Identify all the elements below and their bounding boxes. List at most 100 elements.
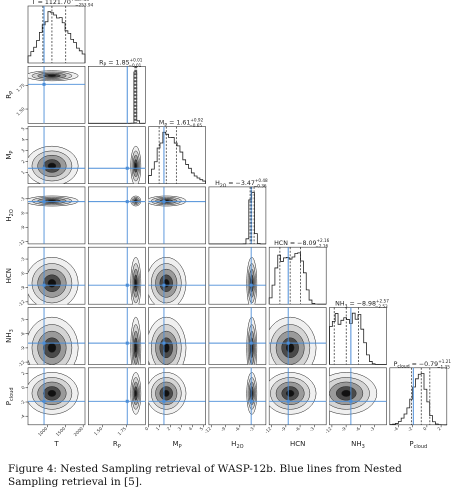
panel-hist-Pcloud [389,367,448,426]
contour-level-5 [47,389,57,397]
y-tick-label: -6 [19,270,26,277]
contour-level-5 [134,162,137,170]
x-axis-label-H2O: H2O [231,440,243,450]
truth-point [249,283,253,287]
x-axis-label-Pcloud: Pcloud [409,440,427,450]
panel-2d-Rp-HCN [88,246,146,305]
y-tick-label: -9 [19,345,26,352]
x-axis-label-Mp: MP [173,440,182,450]
contour-stack [246,372,258,415]
panel-2d-HCN-NH3 [268,307,327,365]
x-tick-label: 1500 [55,426,67,438]
x-tick-label: 1000 [37,426,49,438]
panel-frame [208,307,267,365]
y-tick-label: -9 [19,285,26,292]
contour-level-5 [162,389,170,397]
y-tick-label: -12 [17,299,26,308]
hist-title-Mp: MP = 1.61+0.92 −0.65 [159,118,204,129]
panel-hist-HCN [268,246,327,305]
contour-level-5 [285,389,295,397]
x-tick-label: 1 [155,426,161,432]
y-tick-label: -3 [19,316,26,323]
truth-point [125,166,129,170]
contour-level-5 [47,162,57,170]
truth-point [162,283,166,287]
x-tick-label: 2000 [73,426,85,438]
y-tick-label: 3 [20,148,26,154]
panel-hist-Mp [148,126,206,184]
contour-stack [148,195,187,207]
x-tick-label: -12 [264,426,273,435]
y-tick-label: -3 [19,196,26,203]
x-tick-label: -4 [392,426,399,433]
truth-point [125,341,129,345]
panel-hist-H2O [208,186,267,245]
histogram-H2O [208,192,266,245]
corner-plot: T = 1121.70+387.33−253.94 RP = 1.85+0.01−… [5,0,452,450]
hist-title-Pcloud: Pcloud = −0.79+1.21 −1.35 [394,359,452,370]
y-tick-label: 0 [20,385,26,391]
panel-2d-Mp-NH3 [148,307,206,365]
x-axis-label-T: T [53,440,59,448]
truth-point [125,283,129,287]
truth-point [162,200,166,204]
truth-point [42,166,46,170]
panel-2d-H2O-Pcloud [208,367,267,426]
y-tick-label: -12 [17,239,26,248]
panel-2d-T-Mp [27,126,86,184]
truth-point [42,341,46,345]
x-axis-label-Rp: RP [113,440,121,450]
histogram-HCN [268,252,327,305]
x-tick-label: 5 [199,426,205,432]
hist-title-NH3: NH3 = −8.98+2.57 −2.53 [335,299,389,310]
y-tick-label: 1.75 [15,82,26,93]
panel-hist-NH3 [329,307,387,365]
hist-title-Rp: RP = 1.85+0.01 −0.01 [99,57,143,68]
panel-frame [27,5,86,64]
histogram-NH3 [329,312,387,365]
figure-caption: Figure 4: Nested Sampling retrieval of W… [8,463,402,488]
panel-frame [268,246,327,305]
panel-2d-Mp-H2O [148,186,206,245]
panel-2d-T-HCN [27,246,86,305]
panel-2d-H2O-NH3 [208,307,267,365]
x-tick-label: 1.75 [117,426,128,437]
x-tick-label: -6 [234,426,241,433]
contour-stack [130,316,142,365]
truth-point [286,341,290,345]
contour-stack [28,372,79,415]
truth-point [125,399,129,403]
y-tick-label: -3 [19,256,26,263]
x-tick-label: -12 [203,426,212,435]
histogram-Mp [148,131,206,184]
contour-level-5 [47,342,57,353]
panel-2d-Rp-H2O [88,186,146,245]
y-tick-label: -6 [19,210,26,217]
x-tick-label: -9 [280,426,287,433]
contour-level-5 [47,74,57,77]
contour-stack [269,372,317,415]
panel-2d-Rp-Mp [88,126,146,184]
panel-2d-HCN-Pcloud [268,367,327,426]
x-tick-label: -2 [407,426,414,433]
panel-2d-Mp-Pcloud [148,367,206,426]
panel-frame [148,126,206,184]
panel-hist-T [27,5,86,64]
y-axis-label-HCN: HCN [5,268,13,283]
x-tick-label: 2 [166,426,172,432]
x-tick-label: -12 [324,426,333,435]
panel-frame [148,186,206,245]
truth-point [249,341,253,345]
y-tick-label: 2 [20,159,26,165]
x-tick-label: 3 [177,426,183,432]
panel-frame [27,186,86,245]
y-tick-label: -6 [19,331,26,338]
panel-2d-H2O-HCN [208,246,267,305]
x-tick-label: 0 [144,426,150,432]
truth-point [125,200,129,204]
y-axis-label-Mp: MP [5,151,15,160]
x-tick-label: 0 [422,426,428,432]
contour-stack [148,257,187,305]
y-tick-label: 5 [20,126,26,132]
x-tick-label: -6 [294,426,301,433]
